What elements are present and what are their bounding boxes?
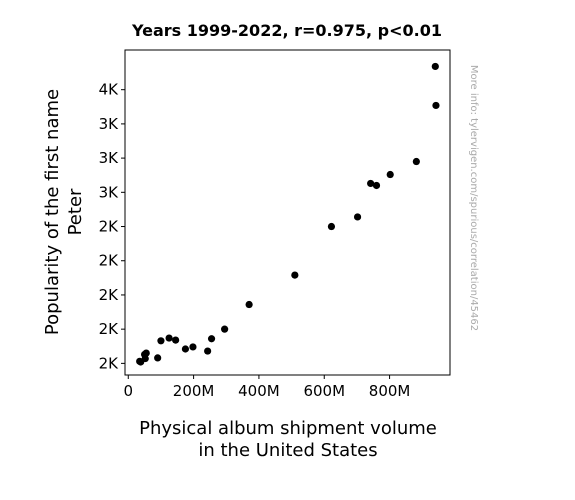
y-tick-label: 3K	[99, 149, 120, 167]
y-tick-label: 2K	[99, 354, 120, 372]
x-axis: 0 200M 400M 600M 800M	[123, 375, 410, 400]
data-point	[327, 222, 336, 231]
data-point	[154, 354, 162, 362]
y-tick-label: 2K	[99, 286, 120, 304]
y-tick-label: 2K	[99, 320, 120, 338]
y-tick-label: 3K	[99, 183, 120, 201]
data-point	[245, 300, 253, 309]
x-tick-label: 0	[123, 382, 133, 400]
data-point	[189, 343, 197, 351]
data-point	[431, 62, 439, 71]
data-point	[165, 334, 173, 342]
y-axis: 2K 2K 2K 2K 2K 3K 3K 3K 4K	[99, 81, 125, 372]
data-points	[136, 62, 440, 366]
y-tick-label: 2K	[99, 218, 120, 236]
x-tick-label: 400M	[238, 382, 280, 400]
data-point	[412, 157, 420, 166]
x-axis-label-line-2: in the United States	[198, 440, 377, 461]
plot-border	[124, 49, 451, 376]
data-point	[207, 335, 216, 343]
data-point	[181, 345, 190, 353]
data-point	[386, 170, 394, 179]
x-tick-label: 600M	[303, 382, 345, 400]
data-point	[157, 337, 165, 345]
y-tick-label: 4K	[99, 81, 120, 99]
data-point	[204, 347, 212, 355]
plot-area	[124, 49, 451, 376]
y-axis-label-line-1: Popularity of the first name	[42, 89, 63, 335]
data-point	[172, 336, 180, 344]
x-tick-label: 200M	[173, 382, 215, 400]
y-tick-label: 3K	[99, 115, 120, 133]
x-axis-label-line-1: Physical album shipment volume	[139, 418, 437, 439]
x-tick-label: 800M	[369, 382, 411, 400]
data-point	[221, 325, 229, 333]
data-point	[367, 179, 375, 188]
data-point	[137, 358, 145, 366]
y-axis-label-line-2: Peter	[65, 188, 86, 235]
chart-title: Years 1999-2022, r=0.975, p<0.01	[131, 21, 442, 40]
data-point	[353, 213, 362, 221]
y-tick-label: 2K	[99, 252, 120, 270]
source-note: More info: tylervigen.com/spurious/corre…	[468, 65, 479, 331]
data-point	[432, 101, 440, 110]
data-point	[372, 181, 381, 190]
data-point	[291, 271, 299, 279]
